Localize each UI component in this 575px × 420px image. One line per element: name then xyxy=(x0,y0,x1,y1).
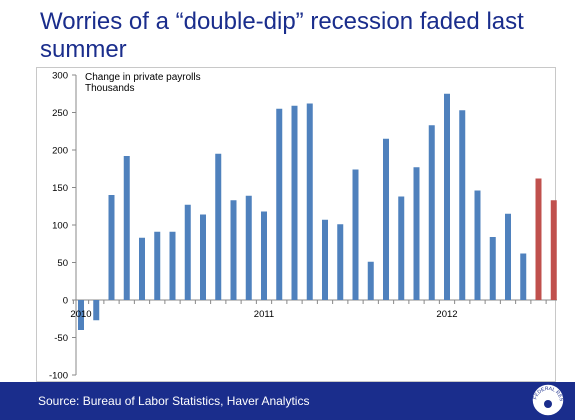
bar xyxy=(398,196,405,300)
bar xyxy=(428,125,435,300)
bar xyxy=(291,105,298,300)
payrolls-bar-chart: -100 -50 0 50 100 150 200 250 300 2010 2011 2012 Cha… xyxy=(49,71,557,382)
x-year-label: 2011 xyxy=(254,309,274,320)
footer-bar: Source: Bureau of Labor Statistics, Have… xyxy=(0,382,575,420)
bar xyxy=(154,231,161,300)
bar xyxy=(215,153,222,300)
chart-annotation: Thousands xyxy=(85,83,134,94)
bar xyxy=(444,93,450,300)
bar xyxy=(322,219,328,300)
y-tick-label: 100 xyxy=(52,221,68,232)
bar xyxy=(93,300,100,321)
bar xyxy=(78,300,84,330)
y-tick-label: 0 xyxy=(63,296,68,307)
y-tick-label: 50 xyxy=(57,258,68,269)
bar xyxy=(230,200,237,300)
federal-reserve-seal: FEDERAL RESERVE xyxy=(528,380,565,417)
bar xyxy=(474,190,481,300)
bar xyxy=(367,261,374,300)
bar xyxy=(306,103,313,300)
y-tick-label: -50 xyxy=(54,333,68,344)
y-tick-label: 250 xyxy=(52,108,68,119)
chart-annotation: Change in private payrolls xyxy=(85,72,201,83)
bar xyxy=(535,178,542,300)
bar xyxy=(505,213,511,300)
bar xyxy=(184,204,191,300)
bar xyxy=(413,167,420,300)
chart-frame: -100 -50 0 50 100 150 200 250 300 2010 2011 2012 Cha… xyxy=(36,67,557,382)
x-year-label: 2012 xyxy=(436,309,457,320)
source-note: Source: Bureau of Labor Statistics, Have… xyxy=(38,394,310,408)
bar xyxy=(139,237,145,300)
y-tick-label: 150 xyxy=(52,183,68,194)
bar xyxy=(276,108,283,300)
bar xyxy=(520,253,527,300)
x-year-label: 2010 xyxy=(70,309,91,320)
bar xyxy=(245,195,252,300)
bar xyxy=(123,156,130,300)
bar xyxy=(337,224,344,300)
bar xyxy=(169,231,176,300)
slide-title: Worries of a “double-dip” recession fade… xyxy=(40,8,524,63)
bar xyxy=(261,211,267,300)
bar xyxy=(200,214,206,300)
bar xyxy=(108,195,115,300)
bar xyxy=(550,200,557,300)
y-tick-label: 200 xyxy=(52,146,68,157)
bar xyxy=(459,110,466,300)
bar xyxy=(383,138,389,300)
y-tick-label: 300 xyxy=(52,71,68,82)
bar xyxy=(352,169,359,300)
bar xyxy=(489,237,496,300)
y-tick-label: -100 xyxy=(49,371,68,382)
